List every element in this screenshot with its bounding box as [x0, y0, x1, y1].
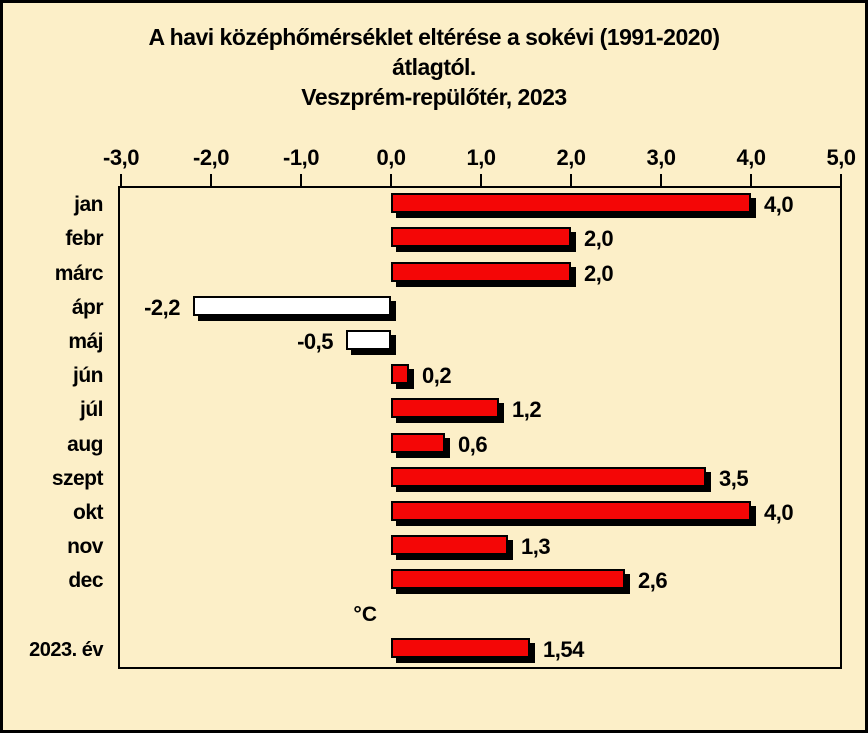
chart-title: A havi középhőmérséklet eltérése a sokév… — [3, 22, 865, 112]
x-axis-tick-mark — [210, 174, 212, 186]
x-axis-tick-mark — [750, 174, 752, 186]
value-label: 2,6 — [638, 568, 668, 594]
bar — [391, 193, 751, 214]
x-axis-tick-label: 2,0 — [556, 145, 586, 170]
x-axis-tick-label: 3,0 — [646, 145, 676, 170]
category-label: máj — [68, 329, 103, 353]
bar — [391, 398, 499, 419]
category-label: jún — [73, 364, 104, 388]
value-label: 4,0 — [764, 500, 794, 526]
x-axis-tick-mark — [300, 174, 302, 186]
category-label: dec — [68, 569, 103, 593]
bar — [391, 501, 751, 522]
category-label: aug — [67, 432, 103, 456]
x-axis-tick-mark — [840, 174, 842, 186]
x-axis-tick-mark — [660, 174, 662, 186]
value-label: 1,3 — [521, 534, 551, 560]
value-label: 0,2 — [422, 363, 452, 389]
value-label: -2,2 — [144, 294, 180, 320]
chart-title-line-3: Veszprém-repülőtér, 2023 — [301, 84, 567, 110]
category-label: ápr — [71, 295, 104, 319]
x-axis-tick-mark — [570, 174, 572, 186]
bar — [391, 466, 706, 487]
value-label: -0,5 — [297, 328, 333, 354]
category-label: márc — [54, 261, 104, 285]
x-axis-tick-label: -3,0 — [103, 145, 139, 170]
value-label: 1,2 — [512, 397, 542, 423]
value-label: 0,6 — [458, 431, 488, 457]
category-label: szept — [51, 466, 104, 490]
bar — [346, 329, 391, 350]
chart-title-line-2: átlagtól. — [392, 54, 476, 80]
bar — [391, 227, 571, 248]
x-axis-tick-mark — [390, 174, 392, 186]
x-axis-tick-label: 1,0 — [466, 145, 496, 170]
bar — [391, 261, 571, 282]
x-axis-tick-label: 5,0 — [826, 145, 856, 170]
x-axis-tick-label: -1,0 — [283, 145, 319, 170]
value-label: 2,0 — [584, 260, 614, 286]
category-label: febr — [65, 227, 103, 251]
bar — [391, 535, 508, 556]
summary-bar — [391, 637, 530, 658]
unit-label: °C — [353, 603, 377, 626]
category-label: júl — [80, 398, 104, 422]
x-axis-tick-label: 4,0 — [736, 145, 766, 170]
value-label: 1,54 — [543, 636, 584, 662]
x-axis-tick-label: 0,0 — [376, 145, 406, 170]
category-label: jan — [74, 193, 103, 217]
value-label: 3,5 — [719, 465, 749, 491]
chart-title-line-1: A havi középhőmérséklet eltérése a sokév… — [148, 24, 720, 50]
plot-area — [118, 186, 842, 669]
bar — [391, 569, 625, 590]
bar — [193, 295, 391, 316]
summary-row-label: 2023. év — [29, 638, 103, 661]
category-label: nov — [67, 535, 103, 559]
x-axis-tick-mark — [480, 174, 482, 186]
value-label: 2,0 — [584, 226, 614, 252]
value-label: 4,0 — [764, 192, 794, 218]
bar — [391, 364, 409, 385]
x-axis-tick-mark — [120, 174, 122, 186]
bar — [391, 432, 445, 453]
x-axis-tick-label: -2,0 — [193, 145, 229, 170]
category-label: okt — [73, 501, 104, 525]
